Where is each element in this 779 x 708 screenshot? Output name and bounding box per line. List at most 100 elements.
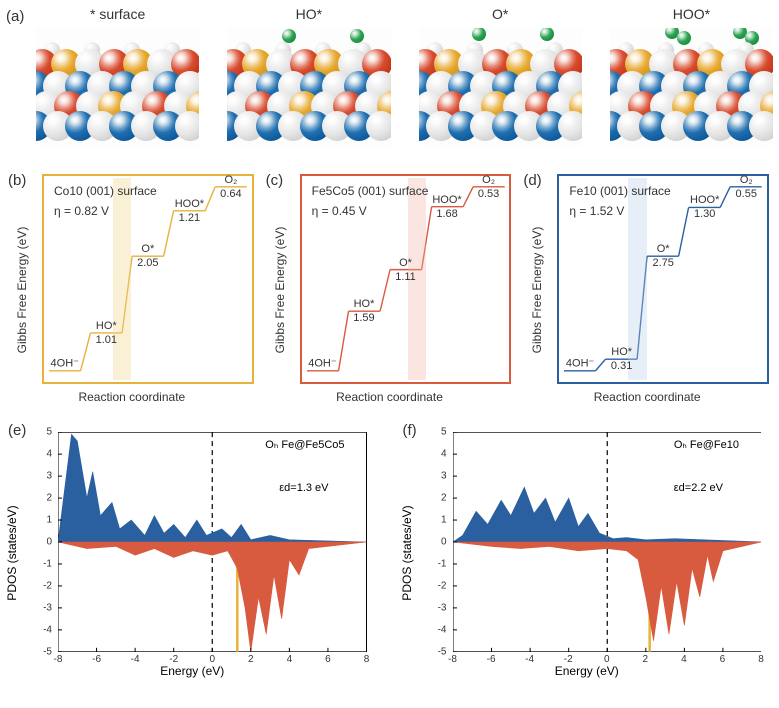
mol-image [227,28,390,146]
x-tick-label: 8 [758,654,764,665]
x-tick-label: -2 [564,654,573,665]
step-label: 4OH⁻ [51,356,79,369]
panel-label-b: (b) [8,172,26,189]
atom-sphere [540,28,554,41]
x-axis-label: Energy (eV) [555,664,619,678]
step-delta-e: 1.01 [96,334,117,346]
x-tick-label: 0 [209,654,215,665]
step-delta-e: 0.31 [611,360,632,372]
step-label: O* [657,243,670,255]
x-tick-label: -4 [131,654,140,665]
row-ef: (e) PDOS (states/eV) Energy (eV) Oₕ Fe@F… [6,424,773,682]
step-label: HOO* [690,194,719,206]
pdos-svg [453,432,762,652]
x-tick-label: -2 [169,654,178,665]
y-tick-label: 1 [46,515,52,526]
step-label: 4OH⁻ [566,356,594,369]
mol-image [419,28,582,146]
y-tick-label: 0 [441,537,447,548]
mol-title: HOO* [610,6,773,24]
x-tick-label: 4 [287,654,293,665]
energy-box: Co10 (001) surface η = 0.82 V 4OH⁻ HO* 1.01 O… [42,174,254,384]
mol-panel-surface: * surface [36,6,199,146]
panel-label-e: (e) [8,422,26,439]
x-tick-label: -6 [487,654,496,665]
x-axis-label: Energy (eV) [160,664,224,678]
eta-text: η = 1.52 V [569,204,624,218]
y-tick-label: -5 [43,647,52,658]
atom-sphere [175,111,199,141]
pdos-axes: -8-6-4-202468-5-4-3-2-1012345 [58,432,367,652]
x-axis-label: Reaction coordinate [336,390,443,404]
eta-text: η = 0.82 V [54,204,109,218]
step-delta-e: 0.64 [220,188,241,200]
y-tick-label: -4 [43,625,52,636]
row-a: (a) * surface HO* O* HOO* [6,6,773,156]
atom-sphere [749,111,773,141]
y-tick-label: -2 [43,581,52,592]
y-axis-label: PDOS (states/eV) [400,505,414,600]
pdos-axes: -8-6-4-202468-5-4-3-2-1012345 [453,432,762,652]
x-tick-label: 2 [248,654,254,665]
y-axis-label: Gibbs Free Energy (eV) [530,227,544,354]
mol-image [36,28,199,146]
mol-image [610,28,773,146]
y-tick-label: 3 [441,471,447,482]
energy-panel-c: (c) Gibbs Free Energy (eV) Reaction coor… [268,174,512,406]
x-tick-label: 6 [325,654,331,665]
x-tick-label: 8 [364,654,370,665]
step-label: O* [141,243,154,255]
highlight-band [113,178,132,380]
y-tick-label: 2 [441,493,447,504]
x-tick-label: 6 [720,654,726,665]
y-tick-label: 0 [46,537,52,548]
panel-label-a: (a) [6,6,32,25]
mol-title: HO* [227,6,390,24]
step-label: 4OH⁻ [308,356,336,369]
eta-text: η = 0.45 V [312,204,367,218]
mol-panel-o: O* [419,6,582,146]
step-delta-e: 1.30 [694,208,715,220]
surface-name: Co10 (001) surface [54,184,157,198]
step-delta-e: 0.55 [736,188,757,200]
y-tick-label: -4 [438,625,447,636]
step-label: HO* [354,298,375,310]
x-tick-label: 2 [643,654,649,665]
mol-title: * surface [36,6,199,24]
atom-sphere [472,28,486,41]
step-label: HO* [611,346,632,358]
panel-label-c: (c) [266,172,284,189]
step-delta-e: 1.21 [179,212,200,224]
y-axis-label: PDOS (states/eV) [5,505,19,600]
pdos-panel-f: (f) PDOS (states/eV) Energy (eV) Oₕ Fe@F… [405,424,770,682]
y-tick-label: -1 [43,559,52,570]
step-label: HO* [96,320,117,332]
mol-title: O* [419,6,582,24]
mol-panel-ho: HO* [227,6,390,146]
x-tick-label: -8 [54,654,63,665]
step-label: O₂ [482,174,495,186]
energy-panel-d: (d) Gibbs Free Energy (eV) Reaction coor… [525,174,769,406]
step-label: HOO* [175,198,204,210]
step-label: O* [399,256,412,268]
atom-sphere [350,29,364,43]
step-label: O₂ [224,174,237,186]
panel-label-f: (f) [403,422,417,439]
step-delta-e: 1.11 [395,271,416,283]
step-label: O₂ [740,174,753,186]
y-tick-label: 4 [441,449,447,460]
step-delta-e: 1.59 [353,312,374,324]
step-delta-e: 2.05 [137,257,158,269]
y-tick-label: -1 [438,559,447,570]
x-tick-label: 4 [681,654,687,665]
y-tick-label: -3 [43,603,52,614]
step-delta-e: 0.53 [478,188,499,200]
y-axis-label: Gibbs Free Energy (eV) [273,227,287,354]
mol-container: * surface HO* O* HOO* [32,6,773,146]
step-delta-e: 2.75 [652,257,673,269]
surface-name: Fe5Co5 (001) surface [312,184,429,198]
x-tick-label: -6 [92,654,101,665]
y-tick-label: 5 [46,427,52,438]
y-tick-label: 5 [441,427,447,438]
y-tick-label: -3 [438,603,447,614]
